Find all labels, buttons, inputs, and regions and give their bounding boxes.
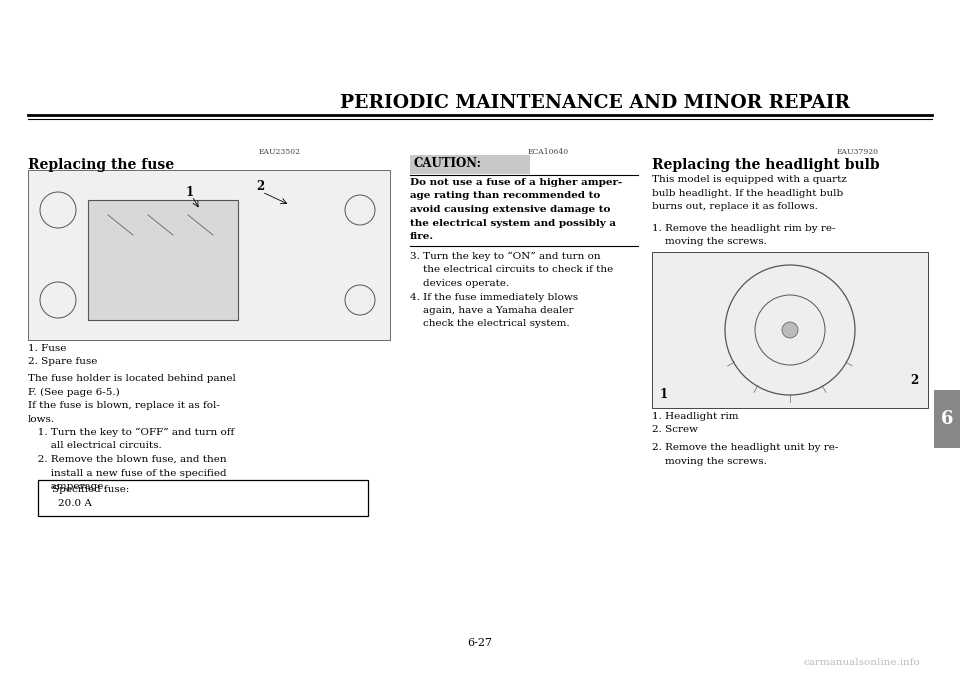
- Text: the electrical circuits to check if the: the electrical circuits to check if the: [410, 266, 613, 275]
- Text: EAU37920: EAU37920: [837, 148, 879, 156]
- Bar: [88, 200, 238, 320]
- Text: Replacing the headlight bulb: Replacing the headlight bulb: [652, 158, 879, 172]
- Text: burns out, replace it as follows.: burns out, replace it as follows.: [652, 202, 818, 211]
- Bar: [652, 252, 928, 408]
- Text: again, have a Yamaha dealer: again, have a Yamaha dealer: [410, 306, 573, 315]
- Text: the electrical system and possibly a: the electrical system and possibly a: [410, 218, 616, 228]
- Text: PERIODIC MAINTENANCE AND MINOR REPAIR: PERIODIC MAINTENANCE AND MINOR REPAIR: [340, 94, 851, 112]
- Text: moving the screws.: moving the screws.: [652, 456, 767, 466]
- Text: ECA10640: ECA10640: [527, 148, 568, 156]
- Text: moving the screws.: moving the screws.: [652, 237, 767, 247]
- Text: 6: 6: [941, 410, 953, 428]
- Text: The fuse holder is located behind panel: The fuse holder is located behind panel: [28, 374, 236, 383]
- Text: 6-27: 6-27: [468, 638, 492, 648]
- Text: 1. Headlight rim: 1. Headlight rim: [652, 412, 738, 421]
- Text: 3. Turn the key to “ON” and turn on: 3. Turn the key to “ON” and turn on: [410, 252, 601, 261]
- Text: 2. Screw: 2. Screw: [652, 425, 698, 434]
- Text: carmanualsonline.info: carmanualsonline.info: [804, 658, 920, 667]
- Text: 1. Fuse: 1. Fuse: [28, 344, 66, 353]
- Text: 1. Remove the headlight rim by re-: 1. Remove the headlight rim by re-: [652, 224, 835, 233]
- Text: avoid causing extensive damage to: avoid causing extensive damage to: [410, 205, 611, 214]
- Text: 1. Turn the key to “OFF” and turn off: 1. Turn the key to “OFF” and turn off: [28, 428, 234, 437]
- Bar: [934, 390, 960, 448]
- Text: install a new fuse of the specified: install a new fuse of the specified: [28, 468, 227, 477]
- Text: Replacing the fuse: Replacing the fuse: [28, 158, 174, 172]
- Text: 4. If the fuse immediately blows: 4. If the fuse immediately blows: [410, 292, 578, 302]
- Text: 2: 2: [910, 374, 918, 386]
- Text: 2. Remove the headlight unit by re-: 2. Remove the headlight unit by re-: [652, 443, 838, 452]
- Text: 1: 1: [660, 388, 668, 401]
- Text: EAU23502: EAU23502: [259, 148, 301, 156]
- Text: amperage.: amperage.: [28, 482, 107, 491]
- Text: This model is equipped with a quartz: This model is equipped with a quartz: [652, 175, 847, 184]
- Text: F. (See page 6-5.): F. (See page 6-5.): [28, 388, 120, 397]
- Text: fire.: fire.: [410, 232, 434, 241]
- Text: all electrical circuits.: all electrical circuits.: [28, 441, 161, 450]
- Text: 2: 2: [256, 180, 264, 193]
- Bar: [410, 155, 530, 174]
- Text: devices operate.: devices operate.: [410, 279, 509, 288]
- Text: lows.: lows.: [28, 414, 55, 424]
- Text: If the fuse is blown, replace it as fol-: If the fuse is blown, replace it as fol-: [28, 401, 220, 410]
- Text: age rating than recommended to: age rating than recommended to: [410, 191, 600, 201]
- Text: check the electrical system.: check the electrical system.: [410, 319, 569, 329]
- Text: 2. Remove the blown fuse, and then: 2. Remove the blown fuse, and then: [28, 455, 227, 464]
- Text: CAUTION:: CAUTION:: [414, 157, 482, 170]
- FancyBboxPatch shape: [28, 170, 390, 340]
- Text: 20.0 A: 20.0 A: [58, 499, 92, 508]
- Circle shape: [782, 322, 798, 338]
- Text: bulb headlight. If the headlight bulb: bulb headlight. If the headlight bulb: [652, 188, 843, 197]
- Text: Specified fuse:: Specified fuse:: [52, 485, 130, 494]
- Text: Do not use a fuse of a higher amper-: Do not use a fuse of a higher amper-: [410, 178, 622, 187]
- Text: 1: 1: [186, 186, 194, 199]
- Text: 2. Spare fuse: 2. Spare fuse: [28, 357, 97, 366]
- Bar: [38, 480, 368, 516]
